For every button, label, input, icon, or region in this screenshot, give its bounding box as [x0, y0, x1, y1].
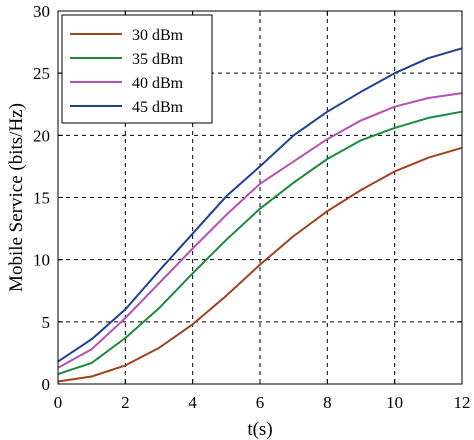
- x-tick-label: 6: [256, 393, 265, 412]
- series-lines: [57, 47, 463, 383]
- y-tick-label: 25: [33, 64, 50, 83]
- legend-label-2: 35 dBm: [132, 51, 184, 68]
- legend-label-4: 45 dBm: [132, 99, 184, 116]
- legend: 30 dBm 35 dBm 40 dBm 45 dBm: [61, 14, 213, 124]
- y-axis-label: Mobile Service (bits/Hz): [6, 103, 27, 292]
- y-tick-label: 20: [33, 126, 50, 145]
- x-axis-label: t(s): [247, 419, 272, 440]
- y-tick-label: 30: [33, 2, 50, 21]
- series-line-3: [57, 92, 463, 369]
- x-tick-label: 12: [454, 393, 471, 412]
- series-line-1: [57, 146, 463, 383]
- legend-label-1: 30 dBm: [132, 27, 184, 44]
- x-tick-label: 4: [188, 393, 197, 412]
- y-tick-label: 0: [42, 375, 51, 394]
- series-line-2: [57, 110, 463, 376]
- y-tick-label: 5: [42, 313, 51, 332]
- axis-ticks: [57, 10, 463, 385]
- grid-lines: [58, 11, 462, 384]
- legend-label-3: 40 dBm: [132, 75, 184, 92]
- x-tick-label: 8: [323, 393, 332, 412]
- series-line-4: [57, 47, 463, 363]
- tick-labels: 0 2 4 6 8 10 12 0 5 10 15 20 25 30: [33, 2, 471, 412]
- y-tick-label: 10: [33, 251, 50, 270]
- x-tick-label: 2: [121, 393, 130, 412]
- x-tick-label: 0: [54, 393, 63, 412]
- x-tick-label: 10: [386, 393, 403, 412]
- y-tick-label: 15: [33, 189, 50, 208]
